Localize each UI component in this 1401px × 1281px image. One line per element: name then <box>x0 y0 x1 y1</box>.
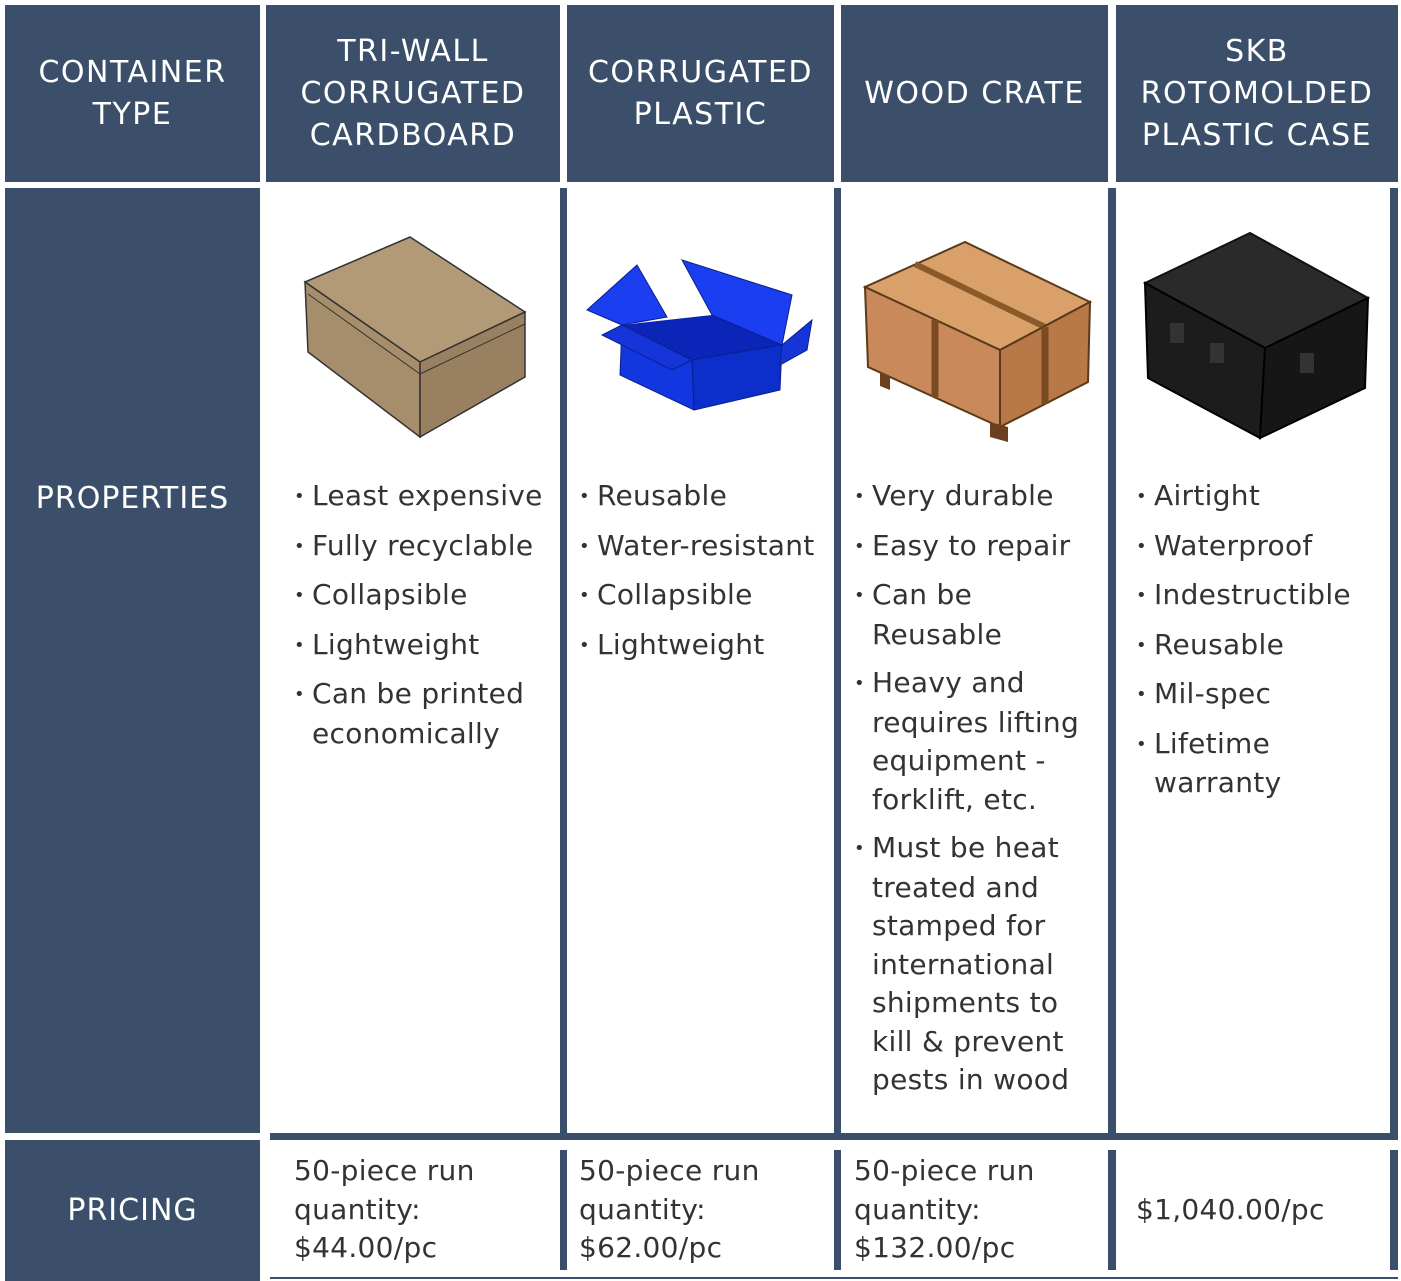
divider <box>834 1150 841 1270</box>
price-cell: 50-piece run quantity: $62.00/pc <box>579 1154 760 1265</box>
property-item: Must be heat treated and stamped for int… <box>850 829 1105 1100</box>
divider <box>834 188 841 1133</box>
divider <box>1108 1150 1116 1270</box>
property-item: Reusable <box>575 477 830 517</box>
property-item: Can be printed economically <box>290 675 545 753</box>
divider <box>270 1277 1398 1279</box>
plastic-box <box>586 259 813 411</box>
header-cell: TRI-WALL CORRUGATED CARDBOARD <box>266 5 560 182</box>
property-item: Waterproof <box>1132 527 1387 567</box>
cardboard-box <box>303 236 527 439</box>
label-column <box>5 188 260 1133</box>
property-item: Can be Reusable <box>850 576 1105 654</box>
property-list: Very durable Easy to repair Can be Reusabl… <box>850 477 1105 1110</box>
divider <box>560 1150 567 1270</box>
divider <box>1108 188 1116 1133</box>
property-list: Airtight Waterproof Indestructible Reusable… <box>1132 477 1387 813</box>
price-cell: 50-piece run quantity: $132.00/pc <box>854 1154 1035 1265</box>
property-item: Water-resistant <box>575 527 830 567</box>
property-item: Airtight <box>1132 477 1387 517</box>
divider <box>1390 188 1398 1133</box>
skb-case <box>1142 231 1371 440</box>
header-cell: WOOD CRATE <box>841 5 1108 182</box>
property-list: Least expensive Fully recyclable Collapsib… <box>290 477 545 763</box>
property-item: Heavy and requires lifting equipment - f… <box>850 664 1105 819</box>
price-cell: $1,040.00/pc <box>1136 1192 1325 1226</box>
wood-crate <box>862 240 1093 442</box>
property-item: Easy to repair <box>850 527 1105 567</box>
divider <box>1390 1150 1398 1270</box>
price-cell: 50-piece run quantity: $44.00/pc <box>294 1154 475 1265</box>
property-item: Fully recyclable <box>290 527 545 567</box>
property-list: Reusable Water-resistant Collapsible Lightw… <box>575 477 830 675</box>
divider <box>270 1133 1398 1140</box>
row-label: PRICING <box>67 1193 198 1228</box>
property-item: Mil-spec <box>1132 675 1387 715</box>
property-item: Reusable <box>1132 626 1387 666</box>
property-item: Least expensive <box>290 477 545 517</box>
header-cell: SKB ROTOMOLDED PLASTIC CASE <box>1116 5 1398 182</box>
divider <box>560 188 567 1133</box>
property-item: Lifetime warranty <box>1132 725 1387 803</box>
label-column <box>5 1140 260 1281</box>
row-label: PROPERTIES <box>35 480 230 516</box>
header-cell: CONTAINER TYPE <box>5 5 260 182</box>
property-item: Lightweight <box>290 626 545 666</box>
property-item: Indestructible <box>1132 576 1387 616</box>
property-item: Collapsible <box>290 576 545 616</box>
property-item: Collapsible <box>575 576 830 616</box>
property-item: Very durable <box>850 477 1105 517</box>
header-cell: CORRUGATED PLASTIC <box>567 5 834 182</box>
property-item: Lightweight <box>575 626 830 666</box>
